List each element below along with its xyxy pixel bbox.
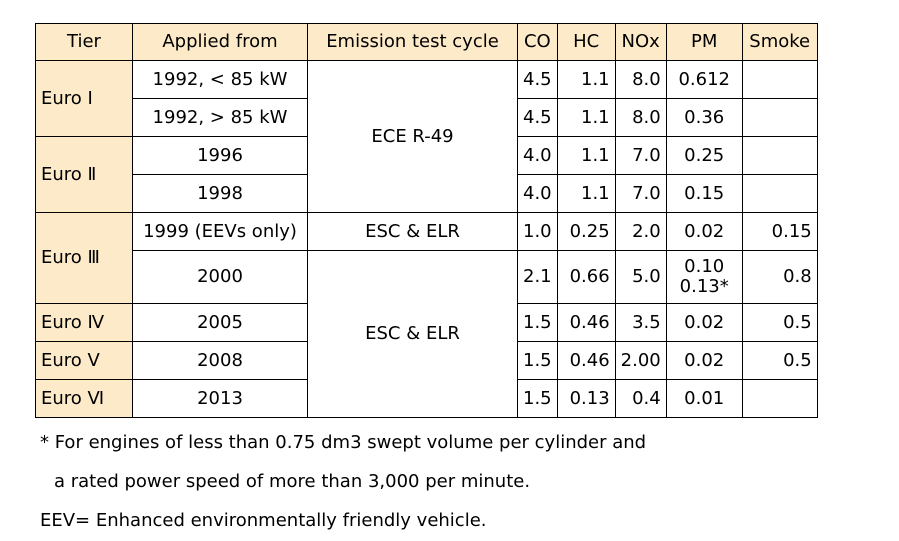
nox-cell: 8.0 — [614, 98, 667, 137]
nox-cell: 5.0 — [614, 250, 667, 304]
hc-cell: 0.46 — [556, 303, 616, 342]
header-applied-from: Applied from — [132, 23, 308, 61]
table-row: 2000 ESC & ELR 2.1 0.66 5.0 0.10 0.13* 0… — [36, 250, 818, 418]
pm-alt-value: 0.13* — [679, 276, 729, 297]
nox-cell: 7.0 — [614, 174, 667, 213]
hc-cell: 1.1 — [556, 136, 616, 175]
co-cell: 2.1 — [517, 250, 558, 304]
tier-cell: Euro Ⅰ — [35, 60, 133, 137]
nox-cell: 2.0 — [614, 212, 667, 251]
smoke-cell — [741, 98, 818, 137]
pm-cell: 0.612 — [665, 60, 743, 99]
table-row: Euro Ⅲ 1999 (EEVs only) ESC & ELR 1.0 0.… — [35, 212, 818, 304]
nox-cell: 0.4 — [614, 379, 667, 418]
test-cycle-cell: ECE R-49 — [307, 60, 518, 213]
hc-cell: 0.66 — [556, 250, 616, 304]
table-row: Euro Ⅳ 2005 1.5 0.46 3.5 0.02 0.5 — [35, 303, 818, 342]
pm-cell: 0.02 — [665, 303, 743, 342]
pm-cell: 0.10 0.13* — [665, 250, 743, 304]
footnote-eev: EEV= Enhanced environmentally friendly v… — [40, 510, 487, 531]
tier-cell: Euro Ⅲ — [35, 212, 133, 304]
applied-from-cell: 1992, > 85 kW — [132, 98, 308, 137]
pm-cell: 0.25 — [665, 136, 743, 175]
smoke-cell: 0.8 — [741, 250, 818, 304]
pm-cell: 0.15 — [665, 174, 743, 213]
header-test-cycle: Emission test cycle — [307, 23, 518, 61]
table-row: Euro Ⅰ 1992, < 85 kW ECE R-49 4.5 1.1 8.… — [35, 60, 818, 213]
test-cycle-cell: ESC & ELR — [307, 212, 518, 251]
tier-cell: Euro Ⅱ — [35, 136, 133, 213]
co-cell: 4.5 — [517, 98, 558, 137]
header-nox: NOx — [614, 23, 667, 61]
header-tier: Tier — [35, 23, 133, 61]
smoke-cell — [741, 136, 818, 175]
header-hc: HC — [556, 23, 616, 61]
pm-cell: 0.01 — [665, 379, 743, 418]
hc-cell: 0.13 — [556, 379, 616, 418]
smoke-cell — [741, 379, 818, 418]
hc-cell: 1.1 — [556, 174, 616, 213]
co-cell: 1.0 — [517, 212, 558, 251]
footnote-asterisk-continued: a rated power speed of more than 3,000 p… — [54, 471, 531, 492]
tier-cell: Euro Ⅵ — [35, 379, 133, 418]
nox-cell: 8.0 — [614, 60, 667, 99]
applied-from-cell: 1992, < 85 kW — [132, 60, 308, 99]
applied-from-cell: 2013 — [132, 379, 308, 418]
nox-cell: 7.0 — [614, 136, 667, 175]
applied-from-cell: 1999 (EEVs only) — [132, 212, 308, 251]
footnote-asterisk: * For engines of less than 0.75 dm3 swep… — [40, 432, 647, 453]
applied-from-cell: 2008 — [132, 341, 308, 380]
nox-cell: 2.00 — [614, 341, 667, 380]
hc-cell: 1.1 — [556, 60, 616, 99]
table-row: Euro Ⅵ 2013 1.5 0.13 0.4 0.01 — [35, 379, 818, 418]
header-smoke: Smoke — [741, 23, 818, 61]
smoke-cell: 0.5 — [741, 303, 818, 342]
co-cell: 1.5 — [517, 379, 558, 418]
emission-standards-table: Tier Applied from Emission test cycle CO… — [35, 23, 818, 418]
hc-cell: 0.25 — [556, 212, 616, 251]
table-row: Euro Ⅴ 2008 1.5 0.46 2.00 0.02 0.5 — [35, 341, 818, 380]
applied-from-cell: 1996 — [132, 136, 308, 175]
tier-cell: Euro Ⅴ — [35, 341, 133, 380]
pm-value: 0.10 — [684, 256, 725, 277]
pm-cell: 0.02 — [665, 212, 743, 251]
header-pm: PM — [665, 23, 743, 61]
header-row: Tier Applied from Emission test cycle CO… — [35, 23, 818, 61]
co-cell: 4.0 — [517, 174, 558, 213]
smoke-cell: 0.15 — [741, 212, 818, 251]
smoke-cell: 0.5 — [741, 341, 818, 380]
tier-cell: Euro Ⅳ — [35, 303, 133, 342]
header-co: CO — [517, 23, 558, 61]
co-cell: 1.5 — [517, 341, 558, 380]
applied-from-cell: 2005 — [132, 303, 308, 342]
pm-cell: 0.36 — [665, 98, 743, 137]
test-cycle-cell: ESC & ELR — [307, 250, 518, 418]
pm-cell: 0.02 — [665, 341, 743, 380]
table-row: 1992, > 85 kW 4.5 1.1 8.0 0.36 — [36, 98, 818, 137]
co-cell: 4.0 — [517, 136, 558, 175]
smoke-cell — [741, 174, 818, 213]
co-cell: 4.5 — [517, 60, 558, 99]
co-cell: 1.5 — [517, 303, 558, 342]
smoke-cell — [741, 60, 818, 99]
hc-cell: 1.1 — [556, 98, 616, 137]
table-row: 1998 4.0 1.1 7.0 0.15 — [36, 174, 818, 213]
hc-cell: 0.46 — [556, 341, 616, 380]
nox-cell: 3.5 — [614, 303, 667, 342]
applied-from-cell: 1998 — [132, 174, 308, 213]
applied-from-cell: 2000 — [132, 250, 308, 304]
